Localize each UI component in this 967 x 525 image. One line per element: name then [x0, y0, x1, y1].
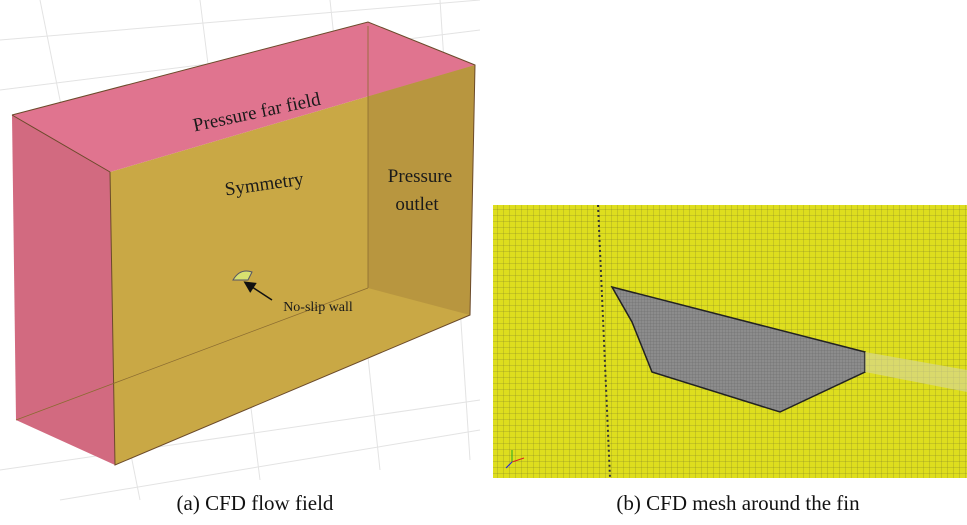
flow-domain	[12, 22, 475, 465]
caption: (a) CFD flow field	[177, 491, 334, 515]
figure: Pressure far field Symmetry Pressure out…	[0, 0, 967, 525]
left-face	[12, 115, 115, 465]
label: outlet	[395, 194, 439, 215]
caption: (b) CFD mesh around the fin	[616, 491, 860, 515]
label: Pressure	[388, 166, 452, 187]
mesh-view	[493, 205, 967, 478]
label: No-slip wall	[283, 300, 353, 315]
